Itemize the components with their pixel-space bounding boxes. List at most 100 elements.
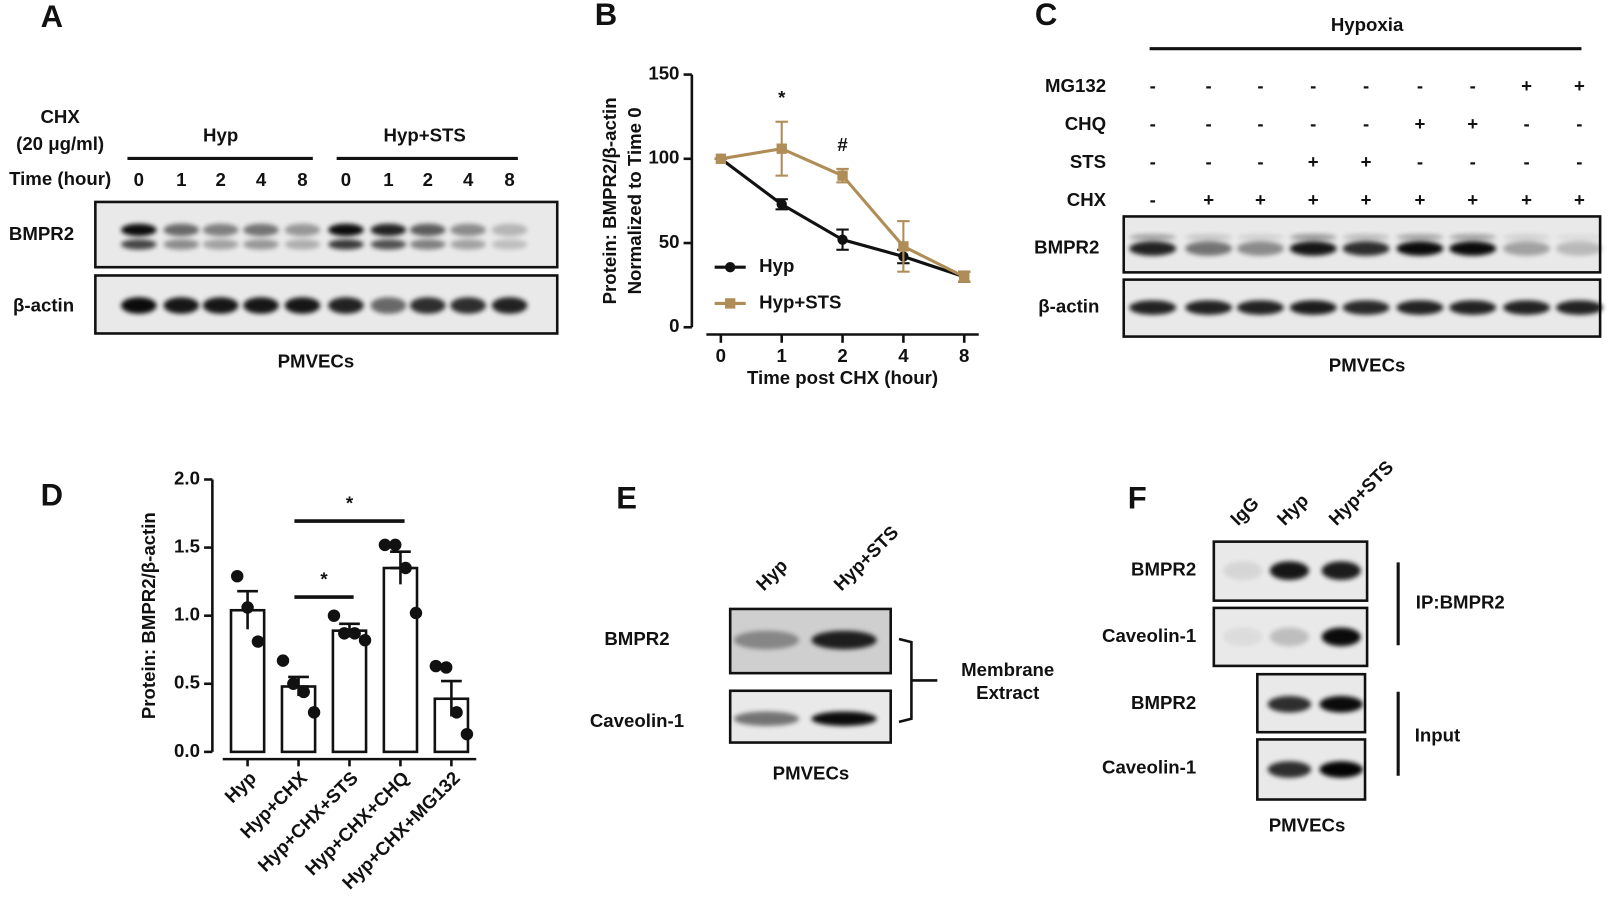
bracket — [898, 637, 938, 724]
band — [1449, 234, 1497, 241]
treatment-sign: - — [1150, 151, 1156, 172]
band — [1267, 761, 1312, 778]
row-label: Caveolin-1 — [1102, 625, 1196, 646]
band — [409, 239, 446, 250]
blot — [94, 274, 559, 335]
band — [328, 297, 364, 314]
treatment-sign: - — [1363, 75, 1369, 96]
band — [1223, 561, 1263, 580]
band — [243, 223, 279, 237]
blot — [1256, 738, 1367, 801]
band — [243, 239, 279, 250]
band — [202, 223, 239, 237]
marker — [776, 199, 787, 210]
row-label: BMPR2 — [604, 628, 669, 649]
row-label: BMPR2 — [1131, 692, 1196, 713]
group-label: Input — [1415, 724, 1461, 745]
cell-label: PMVECs — [1329, 355, 1406, 376]
treatment-sign: - — [1310, 113, 1316, 134]
row-label: Caveolin-1 — [1102, 756, 1196, 777]
x-tick-label: 4 — [898, 345, 909, 366]
treatment-sign: - — [1257, 75, 1263, 96]
band — [1269, 627, 1309, 647]
treatment-sign: + — [1574, 189, 1585, 210]
fraction-label: Membrane — [961, 659, 1054, 680]
band — [1289, 300, 1337, 315]
treatment-sign: + — [1308, 189, 1319, 210]
band — [491, 239, 528, 250]
data-point — [450, 706, 463, 719]
blot — [728, 607, 893, 675]
band — [1289, 241, 1337, 256]
band — [1185, 241, 1233, 256]
treatment-sign: - — [1150, 75, 1156, 96]
row-label: β-actin — [13, 294, 74, 315]
treatment-sign: - — [1206, 75, 1212, 96]
band — [1396, 234, 1444, 241]
treatment-sign: + — [1574, 75, 1585, 96]
band — [409, 297, 446, 314]
band — [1289, 234, 1337, 241]
cell-label: PMVECs — [773, 763, 850, 784]
treatment-sign: - — [1576, 113, 1582, 134]
data-point — [440, 661, 453, 674]
band — [202, 297, 239, 314]
band — [1503, 241, 1551, 256]
band — [121, 239, 157, 250]
data-point — [460, 727, 474, 741]
data-point — [348, 627, 361, 640]
band — [450, 297, 487, 314]
row-label: β-actin — [1038, 296, 1099, 317]
data-point — [307, 706, 321, 719]
band — [1269, 561, 1309, 580]
data-point — [297, 685, 310, 699]
annotation: # — [837, 134, 848, 155]
band — [1503, 234, 1551, 241]
panel-letter: A — [41, 0, 63, 34]
band — [1555, 234, 1603, 241]
y-tick-label: 0.5 — [174, 672, 200, 693]
data-point — [409, 606, 423, 620]
bar — [280, 685, 317, 754]
band — [1396, 241, 1444, 256]
band — [1129, 234, 1177, 241]
band — [491, 297, 528, 314]
treatment-label: CHX — [40, 106, 80, 127]
data-point — [358, 633, 372, 647]
band — [328, 239, 364, 250]
band — [243, 297, 279, 314]
band — [450, 223, 487, 237]
band — [1555, 241, 1603, 256]
bar — [331, 629, 368, 754]
time-value: 0 — [341, 169, 351, 190]
time-value: 2 — [215, 169, 225, 190]
band — [202, 239, 239, 250]
treatment-sign: - — [1363, 113, 1369, 134]
treatment-sign: + — [1521, 75, 1532, 96]
band — [370, 223, 407, 237]
data-point — [327, 609, 341, 622]
time-value: 4 — [256, 169, 267, 190]
y-tick-label: 100 — [648, 147, 679, 168]
band — [409, 223, 446, 237]
data-point — [338, 627, 351, 640]
row-label: Caveolin-1 — [590, 710, 684, 731]
band — [1236, 300, 1284, 315]
treatment-sign: - — [1523, 113, 1529, 134]
band — [328, 223, 364, 237]
data-point — [399, 561, 412, 575]
treatment-sign: + — [1414, 189, 1425, 210]
data-point — [231, 569, 244, 583]
band — [733, 711, 800, 726]
time-value: 0 — [134, 169, 144, 190]
treatment-dose: (20 μg/ml) — [16, 133, 104, 154]
band — [121, 223, 157, 237]
significance-label: * — [320, 568, 328, 589]
blot-frame — [94, 200, 559, 269]
y-tick-label: 2.0 — [174, 467, 200, 488]
band — [1321, 561, 1361, 580]
group-label: Hyp+STS — [384, 125, 466, 146]
treatment-sign: - — [1150, 113, 1156, 134]
x-axis-label: Time post CHX (hour) — [747, 367, 938, 388]
